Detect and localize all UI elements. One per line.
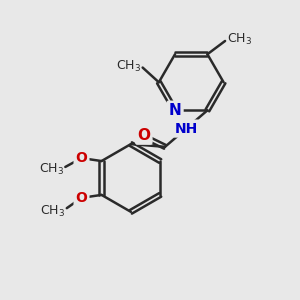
Text: N: N bbox=[169, 103, 182, 118]
Text: CH$_3$: CH$_3$ bbox=[39, 162, 64, 177]
Text: O: O bbox=[137, 128, 150, 142]
Text: NH: NH bbox=[175, 122, 198, 136]
Text: O: O bbox=[76, 151, 88, 165]
Text: CH$_3$: CH$_3$ bbox=[226, 32, 252, 47]
Text: O: O bbox=[76, 191, 88, 205]
Text: CH$_3$: CH$_3$ bbox=[116, 58, 141, 74]
Text: CH$_3$: CH$_3$ bbox=[40, 203, 65, 219]
